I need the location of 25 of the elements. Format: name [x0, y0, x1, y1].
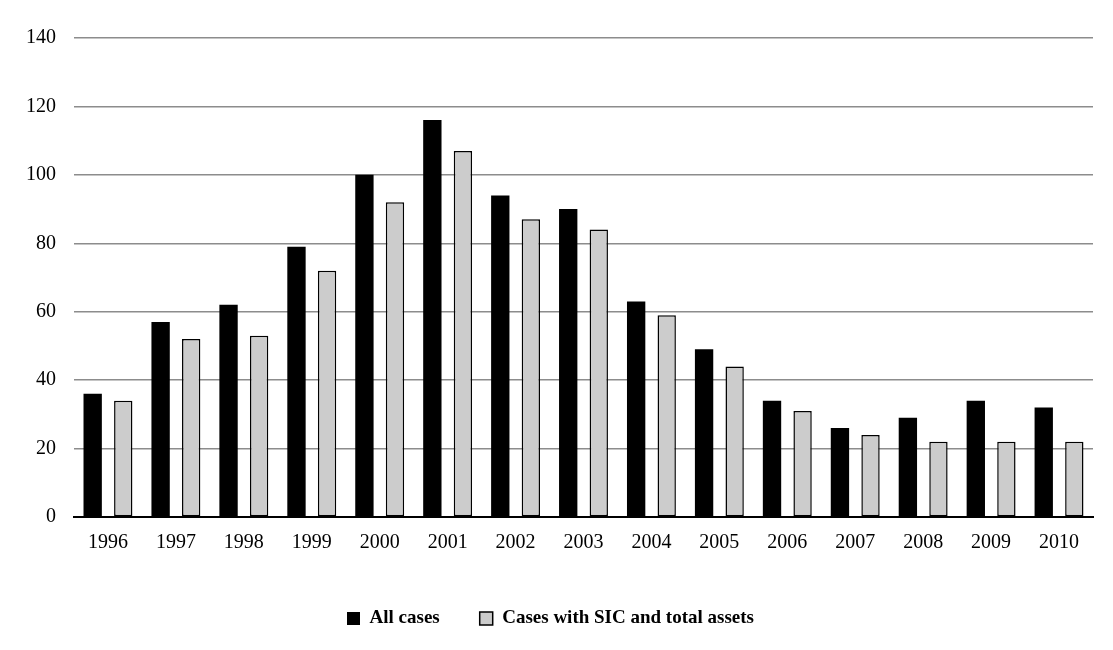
x-tick-label: 2006	[767, 530, 808, 553]
x-tick-label: 2009	[971, 530, 1012, 553]
x-tick-label: 2004	[631, 530, 672, 553]
y-tick-label: 120	[26, 93, 56, 116]
x-tick-label: 2008	[903, 530, 944, 553]
y-tick-label: 140	[26, 25, 56, 48]
x-tick-label: 1996	[87, 530, 128, 553]
y-tick-label: 20	[36, 435, 56, 458]
y-tick-label: 100	[26, 162, 56, 185]
x-tick-label: 1999	[291, 530, 332, 553]
y-tick-label: 60	[36, 298, 56, 321]
legend-label: Cases with SIC and total assets	[502, 606, 754, 628]
x-tick-label: 2000	[359, 530, 400, 553]
x-tick-label: 2003	[563, 530, 604, 553]
x-tick-label: 2002	[495, 530, 536, 553]
y-tick-label: 40	[36, 367, 56, 390]
y-tick-label: 80	[36, 230, 56, 253]
x-tick-label: 2001	[427, 530, 468, 553]
legend-label: All cases	[369, 606, 440, 628]
x-tick-label: 1997	[155, 530, 196, 553]
y-tick-label: 0	[46, 504, 56, 527]
x-tick-label: 2007	[835, 530, 876, 553]
x-tick-label: 2010	[1039, 530, 1080, 553]
x-tick-label: 1998	[223, 530, 264, 553]
x-tick-label: 2005	[699, 530, 740, 553]
